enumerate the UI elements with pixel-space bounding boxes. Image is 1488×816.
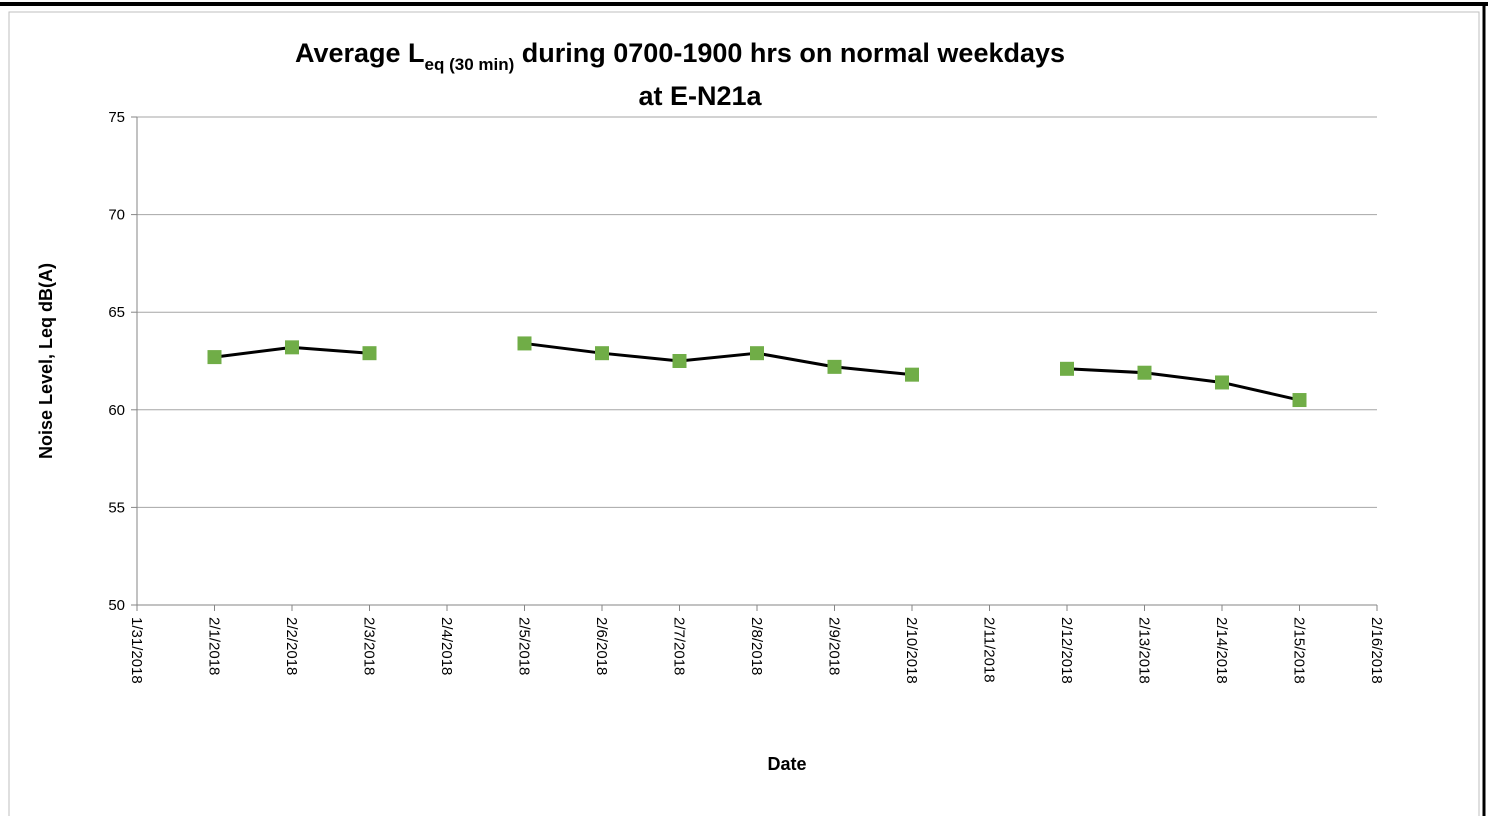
y-tick-label: 55 bbox=[108, 499, 125, 516]
y-tick-label: 65 bbox=[108, 304, 125, 321]
data-marker bbox=[1292, 393, 1307, 408]
data-marker bbox=[362, 346, 377, 361]
y-tick-label: 70 bbox=[108, 207, 125, 224]
x-tick-label: 2/8/2018 bbox=[748, 617, 765, 675]
x-tick-label: 2/6/2018 bbox=[593, 617, 610, 675]
chart-title-line2: at E-N21a bbox=[638, 81, 762, 111]
x-tick-label: 2/13/2018 bbox=[1136, 617, 1153, 684]
x-tick-label: 2/2/2018 bbox=[283, 617, 300, 675]
x-tick-label: 2/5/2018 bbox=[516, 617, 533, 675]
data-marker bbox=[207, 350, 222, 365]
data-marker bbox=[905, 367, 919, 382]
x-tick-label: 2/3/2018 bbox=[361, 617, 378, 675]
data-marker bbox=[1215, 375, 1229, 390]
title-main: Average L bbox=[295, 38, 425, 68]
x-tick-label: 2/16/2018 bbox=[1368, 617, 1385, 684]
x-tick-label: 2/1/2018 bbox=[206, 617, 223, 675]
chart-frame bbox=[8, 11, 1480, 816]
x-axis-label: Date bbox=[767, 754, 806, 774]
x-tick-label: 2/15/2018 bbox=[1291, 617, 1308, 684]
x-tick-label: 1/31/2018 bbox=[128, 617, 145, 684]
title-subscript: eq (30 min) bbox=[425, 55, 515, 74]
data-marker bbox=[1137, 365, 1152, 380]
y-tick-label: 75 bbox=[108, 109, 125, 126]
data-marker bbox=[750, 346, 764, 361]
x-tick-label: 2/11/2018 bbox=[981, 617, 998, 683]
y-tick-label: 50 bbox=[108, 597, 125, 614]
x-tick-label: 2/7/2018 bbox=[671, 617, 688, 675]
y-tick-label: 60 bbox=[108, 402, 125, 419]
x-tick-label: 2/4/2018 bbox=[438, 617, 455, 675]
data-marker bbox=[672, 354, 687, 368]
x-tick-label: 2/9/2018 bbox=[826, 617, 843, 675]
x-tick-label: 2/14/2018 bbox=[1213, 617, 1230, 684]
data-marker bbox=[827, 359, 842, 374]
chart-title: Average Leq (30 min) during 0700-1900 hr… bbox=[295, 38, 1065, 74]
x-tick-label: 2/10/2018 bbox=[903, 617, 920, 684]
title-rest: during 0700-1900 hrs on normal weekdays bbox=[514, 38, 1065, 68]
y-axis-label: Noise Level, Leq dB(A) bbox=[36, 263, 56, 459]
data-marker bbox=[285, 340, 299, 355]
x-tick-label: 2/12/2018 bbox=[1058, 617, 1075, 684]
data-marker bbox=[517, 336, 532, 351]
data-marker bbox=[1060, 361, 1074, 376]
data-marker bbox=[595, 346, 609, 361]
